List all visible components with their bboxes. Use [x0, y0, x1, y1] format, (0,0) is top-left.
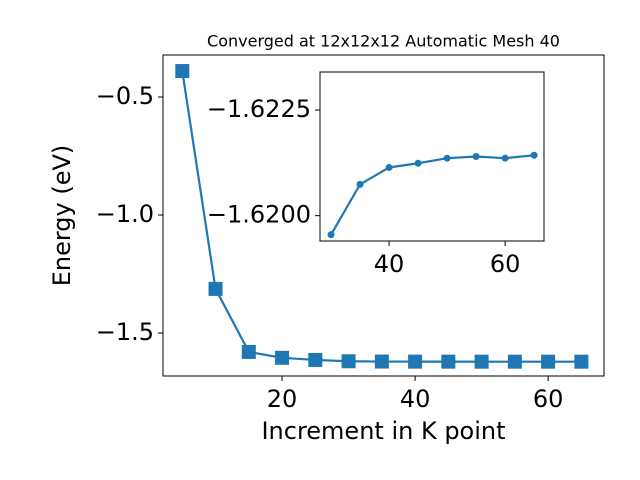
x-tick-label: 40 [400, 385, 431, 413]
marker [208, 281, 223, 296]
x-tick-label: 40 [374, 250, 405, 278]
marker [374, 354, 389, 369]
marker [443, 154, 451, 162]
marker [385, 163, 393, 171]
plot-frame [162, 54, 605, 377]
plot-area [320, 72, 544, 241]
y-tick-label: −1.6225 [207, 95, 311, 123]
marker [474, 354, 489, 369]
marker [308, 352, 323, 367]
x-tick-label: 60 [533, 385, 564, 413]
marker [408, 354, 423, 369]
y-tick-label: −0.5 [96, 82, 154, 110]
y-tick-label: −1.5 [96, 318, 154, 346]
marker [327, 231, 335, 239]
y-tick-label: −1.0 [96, 200, 154, 228]
marker [341, 354, 356, 369]
plot-frame [319, 71, 545, 242]
marker [275, 350, 290, 365]
marker [530, 151, 538, 159]
marker [472, 153, 480, 160]
y-axis-label: Energy (eV) [48, 145, 76, 287]
marker [507, 354, 522, 369]
marker [501, 154, 509, 162]
marker [241, 344, 256, 359]
x-tick-label: 60 [490, 250, 521, 278]
marker [441, 354, 456, 369]
x-tick-label: 20 [267, 385, 298, 413]
marker [175, 64, 190, 79]
series-line [330, 154, 535, 236]
marker [414, 159, 422, 167]
y-tick-label: −1.6200 [207, 201, 311, 229]
x-axis-label: Increment in K point [261, 417, 505, 445]
marker [541, 354, 556, 369]
chart-title: Converged at 12x12x12 Automatic Mesh 40 [207, 32, 560, 51]
marker [356, 180, 364, 188]
marker [574, 354, 589, 369]
